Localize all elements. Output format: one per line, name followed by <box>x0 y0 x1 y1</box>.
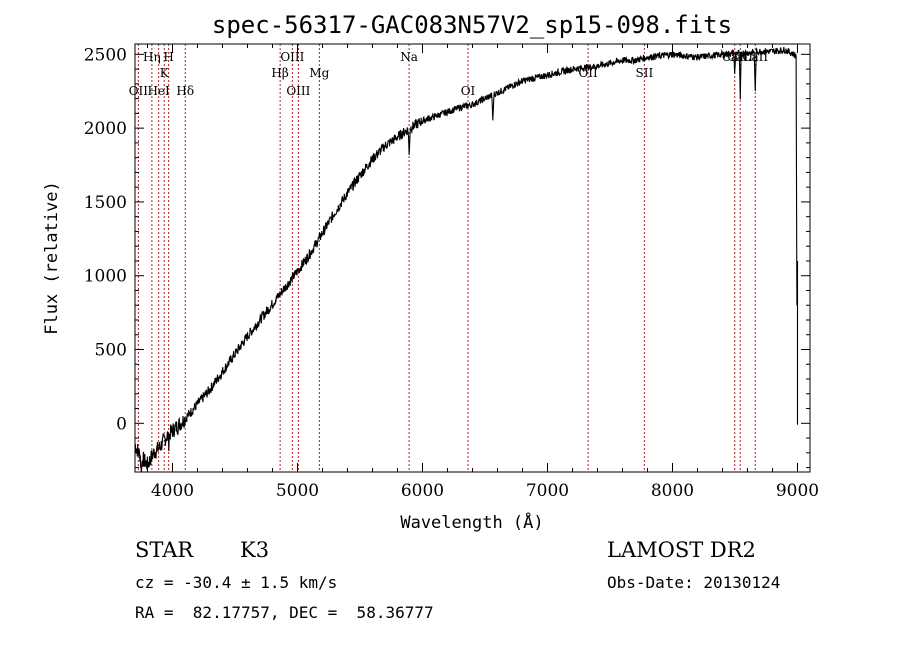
y-tick-label: 1500 <box>84 193 127 213</box>
line-label-na: Na <box>400 50 418 64</box>
y-tick-label: 500 <box>95 341 127 361</box>
redshift-velocity: cz = -30.4 ± 1.5 km/s <box>135 573 338 592</box>
x-tick-label: 9000 <box>776 481 819 501</box>
x-tick-label: 4000 <box>151 481 194 501</box>
axis-ticks <box>135 44 810 472</box>
line-label-sii: SII <box>636 66 654 80</box>
observation-date: Obs-Date: 20130124 <box>607 573 781 592</box>
y-axis-title: Flux (relative) <box>42 181 62 335</box>
x-tick-label: 5000 <box>276 481 319 501</box>
x-tick-label: 7000 <box>526 481 569 501</box>
line-label-mg: Mg <box>309 66 329 80</box>
line-label-h: H <box>163 50 173 64</box>
line-label-oiii: OIII <box>280 50 304 64</box>
line-label-hβ: Hβ <box>271 66 288 80</box>
y-tick-label: 2500 <box>84 45 127 65</box>
line-label-oii: OII <box>129 84 149 98</box>
spectral-subclass: K3 <box>240 538 270 562</box>
y-tick-label: 2000 <box>84 119 127 139</box>
axis-tick-labels: 4000 5000 6000 7000 8000 9000 0 500 1000 1500 2000… <box>84 45 819 501</box>
x-axis-title: Wavelength (Å) <box>400 511 543 533</box>
x-tick-label: 8000 <box>651 481 694 501</box>
y-tick-label: 0 <box>116 414 127 434</box>
line-label-hei: HeI <box>147 84 170 98</box>
line-label-hδ: Hδ <box>176 84 194 98</box>
sky-coordinates: RA = 82.17757, DEC = 58.36777 <box>135 603 434 622</box>
y-tick-label: 1000 <box>84 267 127 287</box>
chart-title: spec-56317-GAC083N57V2_sp15-098.fits <box>212 11 732 39</box>
object-class: STAR <box>135 538 194 562</box>
line-label-hη: Hη <box>143 50 161 64</box>
line-label-oiii: OIII <box>286 84 310 98</box>
spectrum-line <box>134 46 799 473</box>
line-label-k: K <box>160 66 170 80</box>
x-tick-label: 6000 <box>401 481 444 501</box>
emission-line-markers <box>137 44 756 472</box>
plot-frame <box>134 43 811 473</box>
line-label-oi: OI <box>461 84 476 98</box>
survey-release: LAMOST DR2 <box>607 538 756 562</box>
